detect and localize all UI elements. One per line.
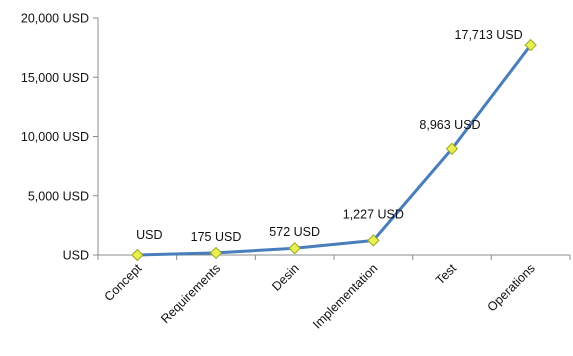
y-tick-label: USD — [63, 249, 89, 263]
x-category-label: Requirements — [158, 261, 223, 326]
data-point-marker — [131, 248, 144, 262]
data-point-marker — [367, 234, 380, 247]
x-category-label: Test — [433, 261, 459, 287]
y-tick-label: 20,000 USD — [21, 12, 89, 26]
axes — [97, 18, 570, 256]
x-category-label: Implementation — [310, 261, 380, 331]
data-label: 8,963 USD — [419, 118, 480, 132]
data-label: 1,227 USD — [343, 207, 404, 221]
data-label: 175 USD — [191, 230, 242, 244]
x-category-label: Concept — [102, 261, 145, 304]
data-point-marker — [288, 242, 301, 255]
series-layer — [131, 38, 537, 262]
series-line — [137, 44, 532, 257]
data-point-marker — [524, 38, 537, 52]
data-label: 572 USD — [269, 225, 320, 239]
data-point-marker — [209, 246, 223, 260]
y-tick-label: 10,000 USD — [21, 130, 89, 144]
y-tick-label: 15,000 USD — [21, 71, 89, 85]
y-axis-ticks: USD 5,000 USD 10,000 USD 15,000 USD 20,000 U… — [21, 12, 98, 263]
x-axis-categories: Concept Requirements Desin Implementation Te… — [97, 255, 571, 332]
y-tick-label: 5,000 USD — [28, 189, 89, 203]
data-point-marker — [445, 142, 459, 155]
data-label: USD — [136, 228, 162, 242]
data-labels: USD 175 USD 572 USD 1,227 USD 8,963 USD 17,71… — [136, 28, 523, 244]
data-label: 17,713 USD — [455, 28, 523, 42]
x-category-label: Operations — [485, 261, 538, 314]
x-category-label: Desin — [269, 261, 302, 294]
